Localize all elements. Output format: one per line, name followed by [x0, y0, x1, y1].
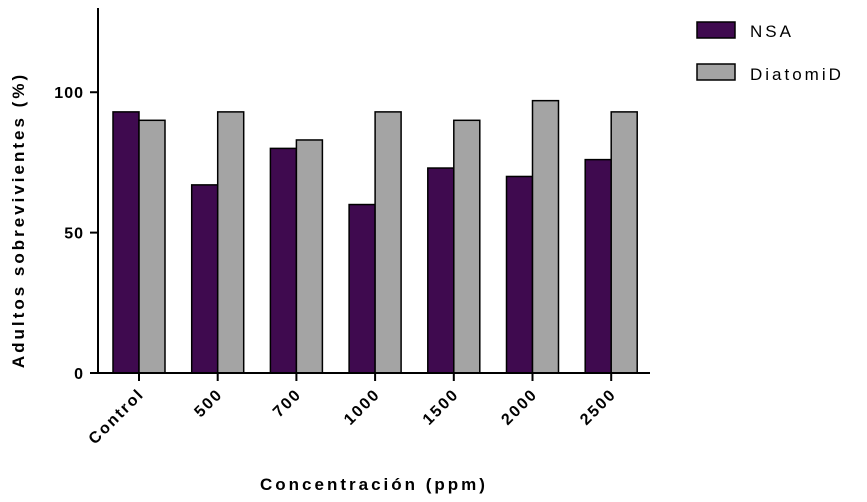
bar-diatomid-1500	[453, 119, 481, 374]
y-tick-label: 0	[74, 366, 84, 383]
bar-nsa-2000	[505, 175, 534, 374]
x-tick-label: 700	[270, 386, 305, 421]
legend: NSA DiatomiD	[696, 21, 844, 84]
x-tick-label: 1000	[341, 386, 384, 429]
bar-diatomid-500	[216, 111, 245, 374]
y-ticks: 0 50 100	[54, 85, 98, 383]
x-tick-label: 1500	[420, 386, 463, 429]
x-tick-label: Control	[86, 386, 148, 448]
y-axis-title: Adultos sobrevivientes (%)	[9, 72, 28, 368]
bar-nsa-2500	[584, 158, 612, 374]
bar-nsa-500	[190, 184, 219, 374]
x-tick-label: 2500	[577, 386, 620, 429]
bar-diatomid-control	[138, 119, 166, 374]
x-tick-label: 2000	[498, 386, 541, 429]
legend-label-nsa: NSA	[750, 22, 794, 41]
y-tick-label: 50	[64, 226, 84, 243]
y-tick-label: 100	[54, 85, 84, 102]
bar-nsa-1500	[427, 167, 455, 374]
legend-swatch-nsa	[696, 21, 736, 39]
x-axis-title: Concentración (ppm)	[260, 475, 488, 494]
x-tick-label: 500	[191, 386, 226, 421]
bar-nsa-1000	[348, 203, 376, 374]
bar-diatomid-2500	[610, 111, 638, 374]
legend-label-diatomid: DiatomiD	[750, 65, 844, 84]
x-ticks: Control 500 700 1000 1500 2000 2500	[86, 373, 620, 448]
bar-diatomid-2000	[531, 99, 560, 374]
bar-nsa-control	[112, 111, 140, 374]
bar-diatomid-1000	[374, 111, 402, 374]
bars-layer	[112, 99, 638, 374]
bar-nsa-700	[269, 147, 298, 374]
bar-diatomid-700	[295, 139, 324, 374]
legend-swatch-diatomid	[696, 63, 736, 81]
